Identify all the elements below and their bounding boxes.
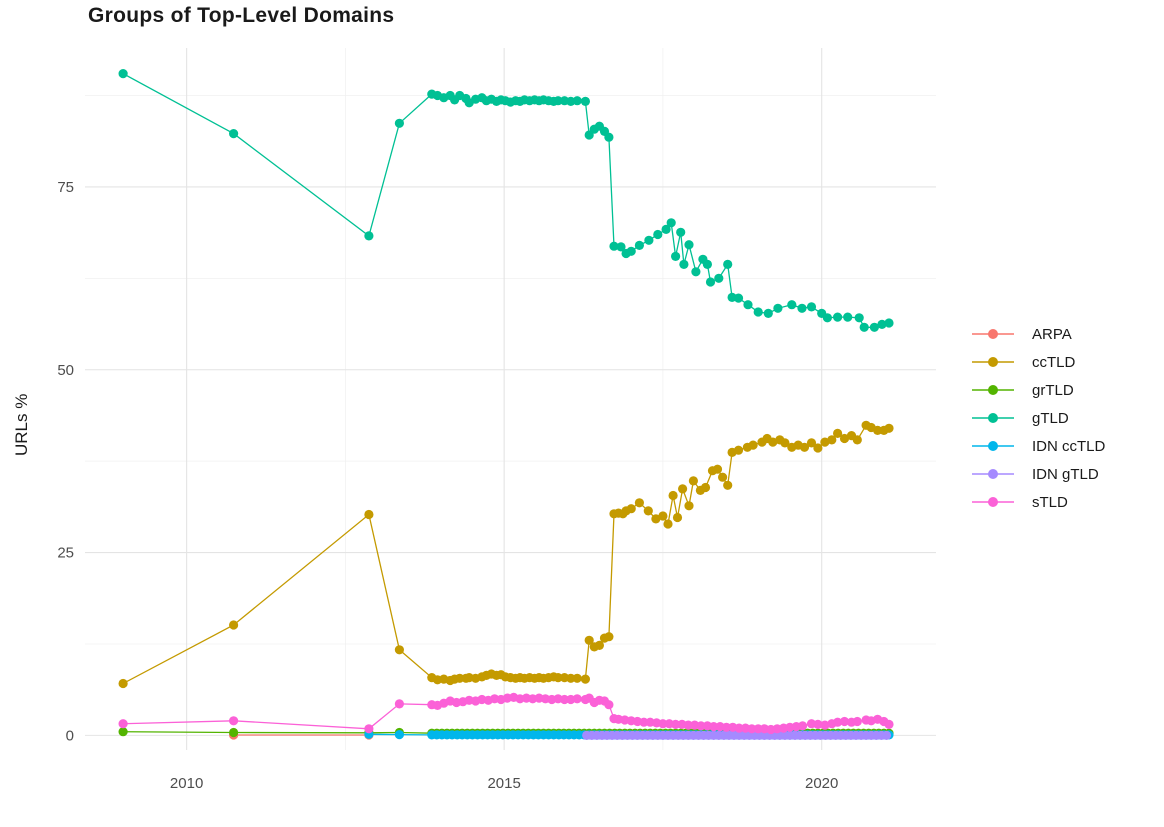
x-tick-label-2020: 2020 bbox=[805, 775, 838, 792]
legend-item-idn-cctld: IDN ccTLD bbox=[971, 432, 1105, 460]
legend-item-idn-gtld: IDN gTLD bbox=[971, 460, 1105, 488]
series-points-gtld bbox=[118, 69, 894, 332]
series-points-cctld bbox=[118, 420, 894, 689]
x-tick-label-2010: 2010 bbox=[170, 775, 203, 792]
legend-key-stld bbox=[972, 497, 1014, 507]
legend-label-stld: sTLD bbox=[1032, 493, 1068, 511]
legend-item-cctld: ccTLD bbox=[971, 348, 1105, 376]
legend-key-idn-cctld bbox=[972, 441, 1014, 451]
grid-minor bbox=[85, 48, 936, 750]
legend-item-gtld: gTLD bbox=[971, 404, 1105, 432]
legend-key-grtld bbox=[972, 385, 1014, 395]
y-tick-label-75: 75 bbox=[57, 179, 74, 196]
series-points-idn-gtld bbox=[582, 730, 892, 741]
legend-item-grtld: grTLD bbox=[971, 376, 1105, 404]
legend-label-cctld: ccTLD bbox=[1032, 353, 1076, 371]
series-lines bbox=[122, 73, 890, 737]
legend-label-arpa: ARPA bbox=[1032, 325, 1072, 343]
chart-title: Groups of Top-Level Domains bbox=[88, 4, 395, 27]
legend-item-stld: sTLD bbox=[971, 488, 1105, 516]
x-tick-label-2015: 2015 bbox=[487, 775, 520, 792]
axis-tick-labels: 2010 2015 2020 0 25 50 75 bbox=[57, 179, 838, 792]
legend-key-cctld bbox=[972, 357, 1014, 367]
series-line-gtld bbox=[122, 73, 890, 328]
legend-label-gtld: gTLD bbox=[1032, 409, 1069, 427]
legend-label-idn-gtld: IDN gTLD bbox=[1032, 465, 1099, 483]
y-tick-label-0: 0 bbox=[66, 727, 74, 744]
y-tick-label-25: 25 bbox=[57, 545, 74, 562]
series-points-stld bbox=[118, 692, 894, 735]
legend-key-arpa bbox=[972, 329, 1014, 339]
legend-item-arpa: ARPA bbox=[971, 320, 1105, 348]
series-line-cctld bbox=[122, 424, 890, 685]
legend-key-gtld bbox=[972, 413, 1014, 423]
legend-label-idn-cctld: IDN ccTLD bbox=[1032, 437, 1106, 455]
y-tick-label-50: 50 bbox=[57, 362, 74, 379]
legend-key-idn-gtld bbox=[972, 469, 1014, 479]
legend-label-grtld: grTLD bbox=[1032, 381, 1074, 399]
grid-major bbox=[85, 48, 936, 750]
series-points bbox=[118, 69, 894, 741]
legend: ARPA ccTLD grTLD gTLD IDN ccTLD IDN gTLD sTLD bbox=[971, 320, 1105, 516]
